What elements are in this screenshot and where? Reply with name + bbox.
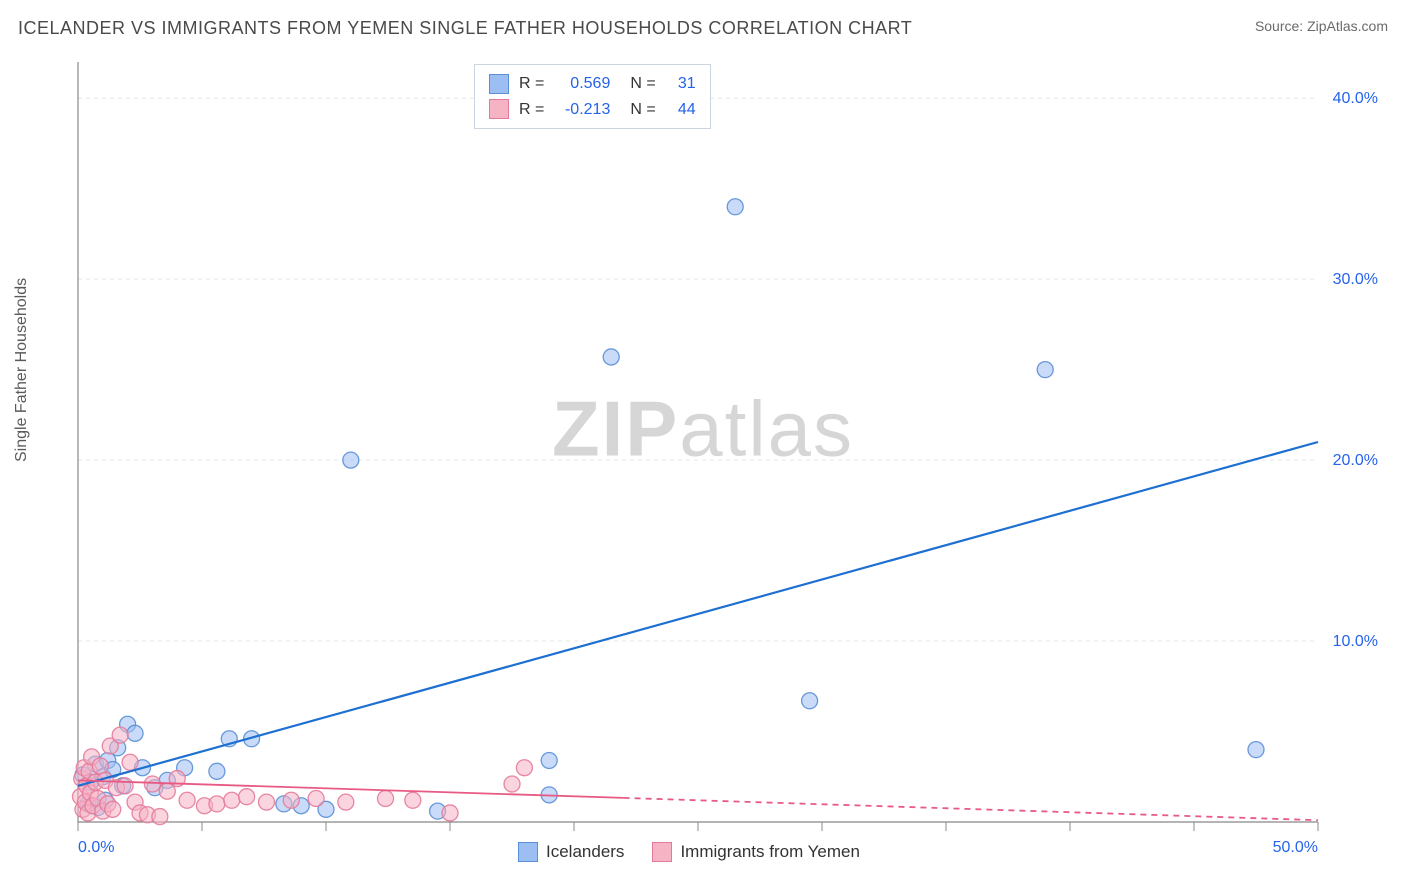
scatter-point — [112, 727, 128, 743]
svg-text:40.0%: 40.0% — [1333, 90, 1378, 107]
scatter-point — [122, 754, 138, 770]
scatter-point — [224, 792, 240, 808]
legend-label: Icelanders — [546, 842, 624, 862]
stats-box: R = 0.569 N = 31 R = -0.213 N = 44 — [474, 64, 711, 129]
stats-row: R = 0.569 N = 31 — [489, 71, 696, 97]
scatter-point — [258, 794, 274, 810]
legend-item: Immigrants from Yemen — [652, 842, 860, 862]
scatter-point — [239, 789, 255, 805]
legend-swatch — [652, 842, 672, 862]
stats-row: R = -0.213 N = 44 — [489, 97, 696, 123]
scatter-point — [283, 792, 299, 808]
scatter-point — [117, 778, 133, 794]
svg-text:10.0%: 10.0% — [1333, 633, 1378, 650]
svg-text:30.0%: 30.0% — [1333, 271, 1378, 288]
stats-swatch — [489, 99, 509, 119]
stats-n-label: N = — [630, 97, 655, 123]
stats-n-value: 31 — [666, 71, 696, 97]
legend-label: Immigrants from Yemen — [680, 842, 860, 862]
legend-swatch — [518, 842, 538, 862]
scatter-point — [378, 790, 394, 806]
scatter-point — [179, 792, 195, 808]
svg-text:0.0%: 0.0% — [78, 839, 114, 856]
scatter-point — [152, 809, 168, 825]
scatter-point — [1248, 742, 1264, 758]
stats-swatch — [489, 74, 509, 94]
scatter-point — [504, 776, 520, 792]
stats-n-label: N = — [630, 71, 655, 97]
stats-r-label: R = — [519, 71, 544, 97]
scatter-point — [442, 805, 458, 821]
y-axis-label: Single Father Households — [13, 278, 31, 462]
scatter-point — [105, 801, 121, 817]
scatter-point — [127, 725, 143, 741]
scatter-point — [209, 796, 225, 812]
scatter-point — [603, 349, 619, 365]
stats-r-label: R = — [519, 97, 544, 123]
scatter-point — [1037, 362, 1053, 378]
scatter-point — [144, 776, 160, 792]
scatter-point — [209, 763, 225, 779]
stats-n-value: 44 — [666, 97, 696, 123]
scatter-point — [308, 790, 324, 806]
chart-area: Single Father Households ZIPatlas 0.0%50… — [18, 50, 1388, 874]
stats-r-value: 0.569 — [554, 71, 610, 97]
scatter-point — [516, 760, 532, 776]
legend-item: Icelanders — [518, 842, 624, 862]
title-bar: ICELANDER VS IMMIGRANTS FROM YEMEN SINGL… — [18, 18, 1388, 39]
bottom-legend: Icelanders Immigrants from Yemen — [518, 842, 860, 862]
svg-text:50.0%: 50.0% — [1273, 839, 1318, 856]
scatter-point — [405, 792, 421, 808]
svg-text:20.0%: 20.0% — [1333, 452, 1378, 469]
scatter-point — [92, 758, 108, 774]
scatter-point — [343, 452, 359, 468]
scatter-point — [541, 752, 557, 768]
scatter-point — [727, 199, 743, 215]
chart-svg: 0.0% 50.0% 10.0% 20.0% 30.0% 40.0% — [18, 50, 1388, 874]
source-label: Source: ZipAtlas.com — [1255, 18, 1388, 34]
stats-r-value: -0.213 — [554, 97, 610, 123]
chart-title: ICELANDER VS IMMIGRANTS FROM YEMEN SINGL… — [18, 18, 912, 39]
scatter-point — [802, 693, 818, 709]
scatter-point — [338, 794, 354, 810]
